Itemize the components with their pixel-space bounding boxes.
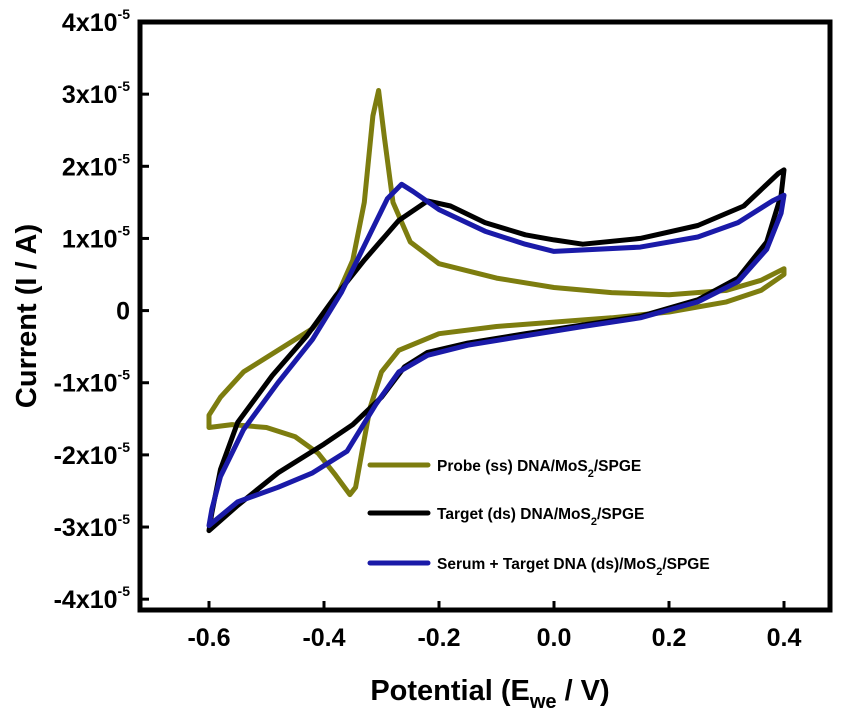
x-tick-label: 0.4 [767,624,802,652]
y-tick-label: -3x10-5 [54,511,131,542]
legend-label-2: Target (ds) DNA/MoS2/SPGE [437,506,644,528]
series-line-3 [206,181,787,529]
y-axis-title: Current (I / A) [11,224,43,408]
legend: Probe (ss) DNA/MoS2/SPGE Target (ds) DNA/… [367,458,710,578]
x-tick-label: -0.6 [187,624,230,652]
x-tick-label: -0.2 [417,624,460,652]
x-axis-title: Potential (Ewe / V) [370,675,609,712]
plot-frame [137,19,833,613]
y-tick-label: 1x10-5 [62,222,130,253]
y-tick-label: 4x10-5 [62,6,130,37]
legend-label-1: Probe (ss) DNA/MoS2/SPGE [437,458,641,480]
x-tick-label: -0.4 [302,624,345,652]
x-tick-label: 0.2 [652,624,687,652]
y-tick-label: -1x10-5 [54,367,131,398]
y-tick-label: -2x10-5 [54,439,131,470]
y-tick-label: -4x10-5 [54,583,131,614]
x-tick-label: 0.0 [537,624,572,652]
y-tick-label: 3x10-5 [62,78,130,109]
series-line-1 [206,88,787,498]
legend-label-3: Serum + Target DNA (ds)/MoS2/SPGE [437,556,710,578]
y-tick-label: 0 [116,298,130,326]
series-line-2 [206,167,787,534]
y-tick-label: 2x10-5 [62,150,130,181]
